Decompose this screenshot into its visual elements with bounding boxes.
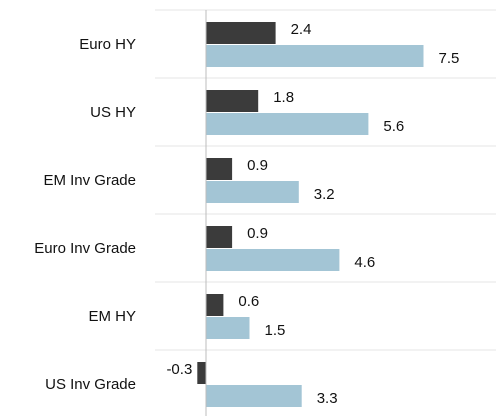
value-label: 1.5 [265, 322, 286, 339]
bar [206, 45, 424, 67]
value-label: -0.3 [166, 361, 192, 378]
bar [206, 317, 250, 339]
value-label: 4.6 [354, 254, 375, 271]
value-label: 3.3 [317, 390, 338, 407]
bar [206, 113, 369, 135]
bar [206, 294, 224, 316]
bar [206, 181, 299, 203]
value-label: 5.6 [383, 118, 404, 135]
bar [206, 158, 233, 180]
category-label: Euro Inv Grade [34, 240, 136, 257]
category-label: Euro HY [79, 36, 136, 53]
category-label: US Inv Grade [45, 376, 136, 393]
bar [206, 385, 302, 407]
value-label: 1.8 [273, 89, 294, 106]
bar [206, 226, 233, 248]
value-label: 0.9 [247, 225, 268, 242]
value-label: 2.4 [291, 21, 312, 38]
value-label: 0.6 [238, 293, 259, 310]
value-label: 3.2 [314, 186, 335, 203]
category-label: EM HY [88, 308, 136, 325]
bar [206, 249, 340, 271]
category-label: EM Inv Grade [43, 172, 136, 189]
value-label: 7.5 [439, 50, 460, 67]
bar [206, 22, 276, 44]
category-label: US HY [90, 104, 136, 121]
value-label: 0.9 [247, 157, 268, 174]
bar [206, 90, 259, 112]
bar [197, 362, 206, 384]
